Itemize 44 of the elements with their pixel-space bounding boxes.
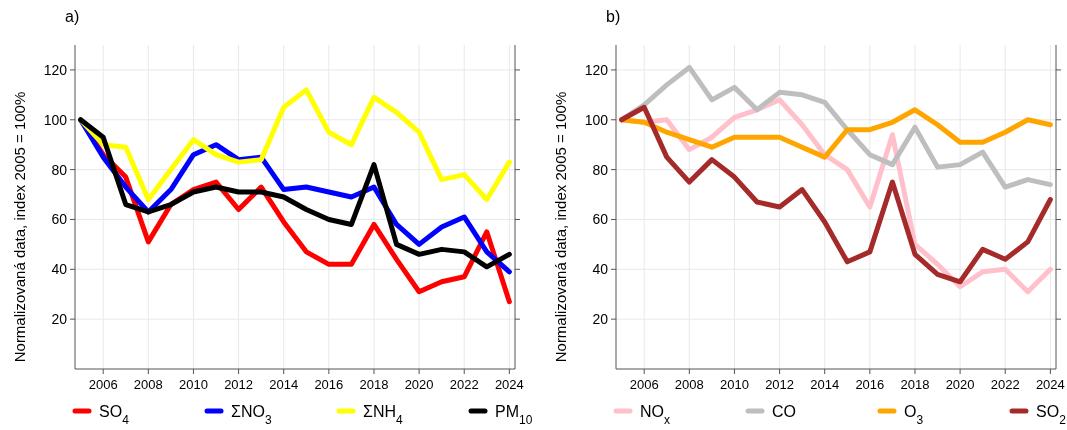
x-tick-label: 2008	[133, 377, 163, 392]
chart-title: a)	[65, 8, 80, 25]
x-tick-label: 2008	[674, 377, 704, 392]
y-tick-label: 80	[51, 161, 68, 178]
x-tick-label: 2012	[224, 377, 254, 392]
x-tick-label: 2010	[179, 377, 208, 392]
y-axis-title: Normalizovaná data, index 2005 = 100%	[11, 91, 28, 363]
x-tick-label: 2018	[900, 377, 930, 392]
y-tick-label: 100	[584, 111, 609, 128]
x-tick-label: 2016	[855, 377, 885, 392]
legend-label: O$_{3}$	[904, 403, 924, 427]
x-tick-label: 2016	[314, 377, 344, 392]
y-tick-label: 40	[51, 261, 68, 278]
legend-label: CO	[772, 403, 796, 420]
x-tick-label: 2012	[765, 377, 795, 392]
x-tick-label: 2010	[720, 377, 749, 392]
x-tick-label: 2024	[1035, 377, 1065, 392]
y-tick-label: 20	[51, 311, 68, 328]
legend-label: PM$_{10}$	[495, 403, 533, 427]
x-tick-label: 2020	[945, 377, 975, 392]
y-tick-label: 80	[592, 161, 609, 178]
x-tick-label: 2014	[810, 377, 840, 392]
y-tick-label: 120	[584, 61, 609, 78]
x-tick-label: 2022	[449, 377, 479, 392]
y-tick-label: 60	[51, 211, 68, 228]
x-tick-label: 2006	[629, 377, 659, 392]
chart-title: b)	[606, 8, 621, 25]
legend-label: NO$_{x}$	[640, 403, 670, 427]
y-tick-label: 100	[43, 111, 68, 128]
x-tick-label: 2020	[404, 377, 434, 392]
legend-label: ΣNO$_{3}$	[231, 403, 272, 427]
legend-label: SO$_{2}$	[1036, 403, 1067, 427]
y-axis-title: Normalizovaná data, index 2005 = 100%	[552, 91, 569, 363]
x-tick-label: 2018	[359, 377, 389, 392]
legend-label: SO$_{4}$	[99, 403, 130, 427]
y-tick-label: 40	[592, 261, 609, 278]
x-tick-label: 2006	[88, 377, 118, 392]
x-tick-label: 2022	[990, 377, 1020, 392]
y-tick-label: 120	[43, 61, 68, 78]
legend-label: ΣNH$_{4}$	[363, 403, 403, 427]
x-tick-label: 2024	[494, 377, 524, 392]
x-tick-label: 2014	[269, 377, 299, 392]
y-tick-label: 20	[592, 311, 609, 328]
y-tick-label: 60	[592, 211, 609, 228]
